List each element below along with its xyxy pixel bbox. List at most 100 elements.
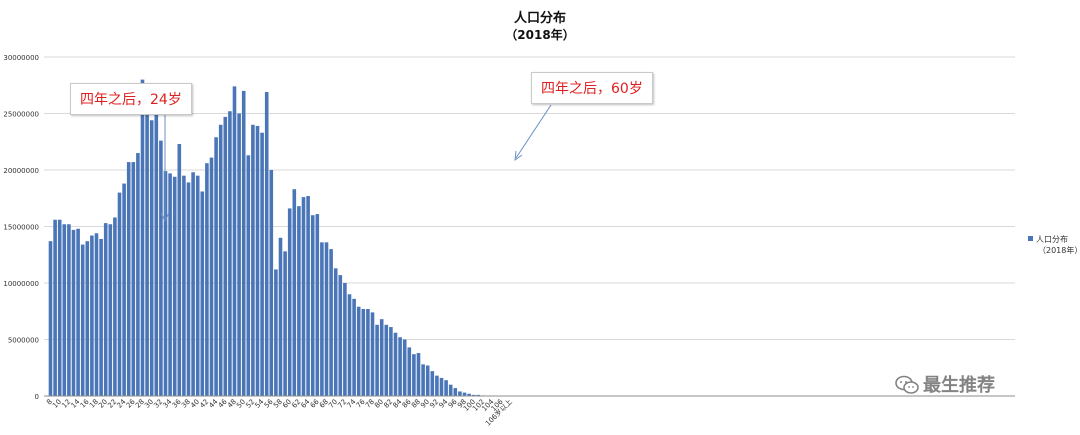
bar (435, 375, 439, 396)
bar (264, 92, 269, 396)
bar (117, 192, 122, 396)
bar (71, 229, 76, 396)
bar (352, 298, 356, 396)
bar (361, 308, 366, 396)
x-tick-label: 82 (382, 398, 394, 410)
bar (347, 294, 352, 396)
bar (398, 337, 402, 396)
annotation-arrow-60 (515, 104, 552, 159)
bar (113, 217, 117, 396)
bar (412, 354, 416, 396)
bar (292, 189, 297, 396)
annotation-arrows (160, 104, 552, 223)
bar (467, 393, 471, 396)
bar (241, 90, 246, 397)
x-tick-label: 12 (60, 398, 72, 410)
bar (389, 327, 393, 396)
bar (393, 332, 398, 396)
bar (200, 191, 205, 396)
x-tick-label: 72 (336, 398, 348, 410)
bar (182, 175, 186, 396)
x-tick-label: 18 (88, 398, 100, 410)
bar (214, 137, 218, 397)
x-tick-label: 50 (235, 398, 247, 410)
x-tick-label: 68 (318, 398, 330, 410)
bar (306, 195, 310, 396)
bar (287, 208, 292, 396)
bar (255, 125, 260, 397)
bar (462, 392, 467, 396)
bar (131, 162, 136, 396)
bar (99, 238, 103, 396)
bar (324, 242, 329, 396)
bar (159, 140, 163, 396)
bar (94, 233, 99, 396)
x-tick-label: 8 (45, 398, 54, 407)
bar (80, 244, 85, 396)
bar (310, 215, 315, 396)
bar (246, 155, 251, 396)
bar (333, 268, 338, 396)
bar (283, 251, 287, 396)
x-tick-label: 10 (51, 398, 63, 410)
bar (149, 120, 154, 396)
y-tick-label: 10000000 (3, 280, 39, 288)
x-tick-label: 62 (290, 398, 302, 410)
y-tick-label: 15000000 (3, 224, 39, 232)
bar (471, 394, 476, 396)
x-tick-label: 22 (106, 398, 118, 410)
bar (297, 206, 301, 396)
bar (186, 182, 191, 396)
chart-title: 人口分布 (513, 11, 566, 26)
bar (476, 394, 481, 396)
bar (228, 111, 232, 397)
watermark-text: 最生推荐 (923, 375, 995, 396)
bar (154, 106, 159, 396)
legend-label: 人口分布 (1036, 235, 1068, 244)
bar (53, 219, 57, 396)
bar (425, 365, 430, 396)
bar (402, 339, 407, 396)
bar (191, 172, 195, 396)
bar (421, 364, 425, 396)
x-tick-label: 60 (281, 398, 293, 410)
bar (223, 116, 228, 396)
bar (209, 157, 214, 396)
x-tick-label: 28 (134, 398, 146, 410)
x-tick-label: 52 (244, 398, 256, 410)
wechat-icon (895, 375, 919, 394)
bar (85, 241, 90, 396)
annotation-callout-60: 四年之后，60岁 (531, 72, 653, 104)
x-tick-label: 30 (143, 398, 155, 410)
bar (458, 391, 462, 396)
x-tick-label: 78 (364, 398, 376, 410)
bar (48, 241, 53, 396)
bar (103, 223, 108, 396)
watermark: 最生推荐 (895, 371, 995, 397)
bar (251, 124, 255, 397)
bar (163, 171, 168, 396)
legend: 人口分布 （2018年） (1028, 234, 1080, 256)
bar (260, 132, 264, 396)
y-tick-label: 25000000 (3, 111, 39, 119)
x-tick-label: 32 (152, 398, 164, 410)
x-tick-label: 38 (180, 398, 192, 410)
x-tick-label: 42 (198, 398, 210, 410)
bar (172, 176, 177, 396)
annotation-callout-24: 四年之后，24岁 (70, 83, 192, 115)
bar-series (48, 79, 508, 397)
x-tick-label: 92 (428, 398, 440, 410)
bar (329, 249, 333, 396)
bar (57, 219, 62, 396)
x-tick-label: 58 (272, 398, 284, 410)
legend-swatch (1028, 236, 1033, 241)
bar (370, 312, 375, 396)
bar (67, 224, 71, 396)
bar (108, 224, 113, 396)
bar (274, 269, 278, 396)
legend-sublabel: （2018年） (1038, 246, 1080, 255)
bar (338, 275, 343, 396)
bar (407, 347, 412, 396)
x-tick-label: 20 (97, 398, 109, 410)
y-tick-label: 0 (35, 393, 39, 401)
